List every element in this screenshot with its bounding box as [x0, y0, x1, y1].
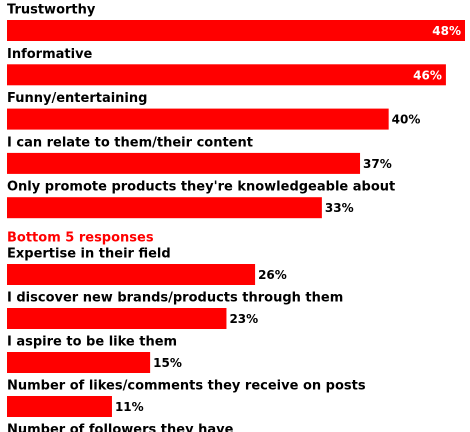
bar: [7, 264, 256, 285]
category-label: Trustworthy: [7, 3, 96, 18]
bar: [7, 308, 227, 329]
value-label: 46%: [413, 68, 442, 82]
category-label: I discover new brands/products through t…: [7, 291, 343, 306]
category-label: Expertise in their field: [7, 247, 171, 262]
value-label: 40%: [392, 113, 421, 127]
category-label: I aspire to be like them: [7, 335, 177, 350]
value-label: 15%: [153, 356, 182, 370]
value-label: 26%: [258, 268, 287, 282]
section-label: Bottom 5 responses: [7, 231, 154, 246]
bar: [7, 152, 361, 174]
bar: [7, 20, 465, 41]
category-label: I can relate to them/their content: [7, 135, 253, 150]
value-label: 11%: [115, 400, 144, 414]
bar: [7, 108, 389, 130]
bar: [7, 396, 112, 417]
value-label: 37%: [363, 157, 392, 171]
value-label: 23%: [229, 312, 258, 326]
category-label: Number of followers they have: [7, 423, 234, 432]
category-label: Only promote products they're knowledgea…: [7, 180, 395, 195]
bar: [7, 197, 322, 219]
category-label: Number of likes/comments they receive on…: [7, 379, 366, 394]
value-label: 33%: [325, 201, 354, 215]
category-label: Informative: [7, 47, 93, 62]
category-label: Funny/entertaining: [7, 91, 147, 106]
bar: [7, 64, 446, 86]
value-label: 48%: [432, 24, 461, 38]
bar: [7, 352, 151, 373]
